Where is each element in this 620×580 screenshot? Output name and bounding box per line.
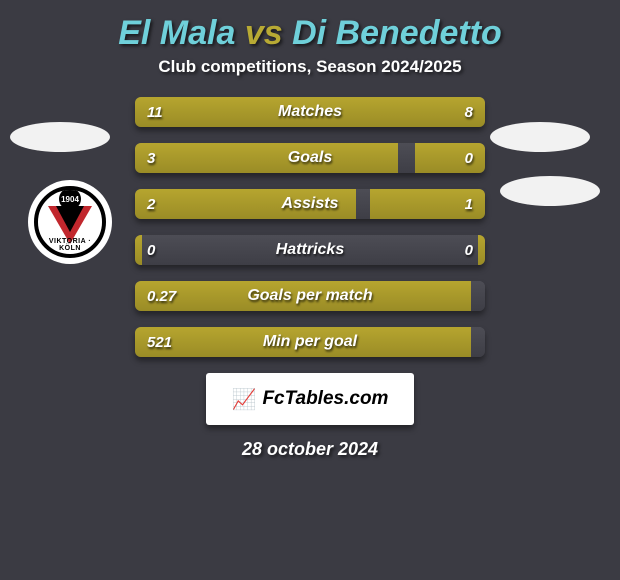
stat-row: 00Hattricks [135, 235, 485, 265]
chart-icon: 📈 [232, 387, 257, 412]
stat-row: 521Min per goal [135, 327, 485, 357]
player-placeholder-ellipse [10, 122, 110, 152]
player-placeholder-ellipse [490, 122, 590, 152]
club-badge: 1904 VIKTORIA · KÖLN [28, 180, 112, 264]
badge-inner: 1904 VIKTORIA · KÖLN [34, 186, 106, 258]
stat-label: Matches [135, 97, 485, 127]
stats-container: 118Matches 30Goals 21Assists 00Hattricks 0.2… [135, 97, 485, 357]
date-label: 28 october 2024 [0, 439, 620, 460]
player-placeholder-ellipse [500, 176, 600, 206]
stat-row: 21Assists [135, 189, 485, 219]
badge-chevron-icon-inner [56, 206, 84, 232]
player1-name: El Mala [118, 14, 235, 52]
fctables-logo[interactable]: 📈 FcTables.com [206, 373, 414, 425]
vs-label: vs [245, 14, 283, 52]
logo-text: FcTables.com [262, 388, 388, 410]
stat-label: Assists [135, 189, 485, 219]
player2-name: Di Benedetto [292, 14, 502, 52]
subtitle: Club competitions, Season 2024/2025 [0, 57, 620, 97]
stat-row: 30Goals [135, 143, 485, 173]
stat-label: Goals per match [135, 281, 485, 311]
stat-label: Min per goal [135, 327, 485, 357]
comparison-title: El Mala vs Di Benedetto [0, 0, 620, 57]
badge-text: VIKTORIA · KÖLN [38, 238, 102, 252]
stat-label: Hattricks [135, 235, 485, 265]
stat-row: 0.27Goals per match [135, 281, 485, 311]
stat-label: Goals [135, 143, 485, 173]
stat-row: 118Matches [135, 97, 485, 127]
